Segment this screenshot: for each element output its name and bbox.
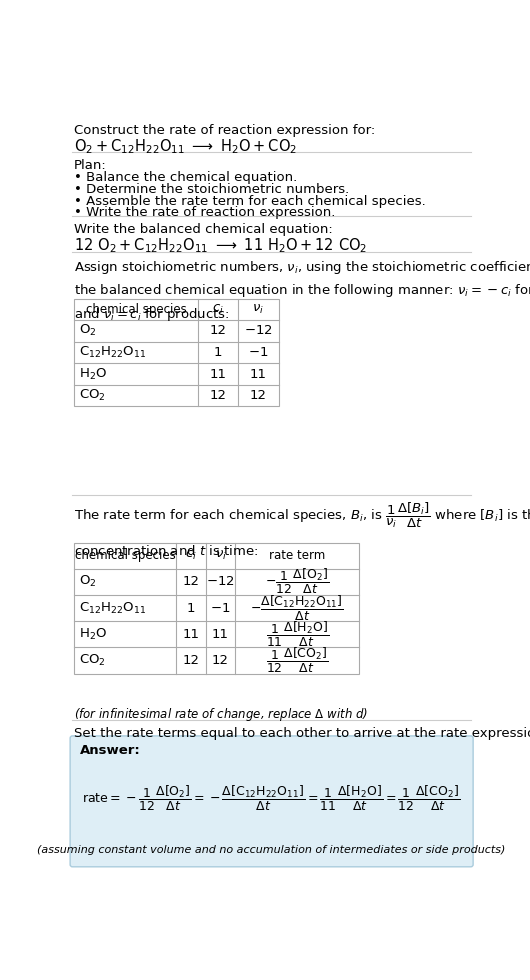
- Text: Assign stoichiometric numbers, $\nu_i$, using the stoichiometric coefficients, $: Assign stoichiometric numbers, $\nu_i$, …: [74, 259, 530, 322]
- Text: $\nu_i$: $\nu_i$: [215, 549, 226, 563]
- Text: • Determine the stoichiometric numbers.: • Determine the stoichiometric numbers.: [74, 183, 349, 196]
- Text: chemical species: chemical species: [86, 303, 187, 316]
- Text: 11: 11: [210, 368, 227, 380]
- Text: $\mathrm{C_{12}H_{22}O_{11}}$: $\mathrm{C_{12}H_{22}O_{11}}$: [78, 601, 146, 615]
- Text: 1: 1: [187, 602, 195, 614]
- Text: $-12$: $-12$: [206, 575, 235, 588]
- Text: $\mathrm{O_2}$: $\mathrm{O_2}$: [78, 574, 96, 589]
- Text: 11: 11: [250, 368, 267, 380]
- Bar: [74, 543, 359, 673]
- Text: $\mathrm{rate} = -\dfrac{1}{12}\dfrac{\Delta[\mathrm{O_2}]}{\Delta t} = -\dfrac{: $\mathrm{rate} = -\dfrac{1}{12}\dfrac{\D…: [83, 784, 461, 813]
- Text: The rate term for each chemical species, $B_i$, is $\dfrac{1}{\nu_i}\dfrac{\Delt: The rate term for each chemical species,…: [74, 501, 530, 558]
- Text: $\dfrac{1}{11}\dfrac{\Delta[\mathrm{H_2O}]}{\Delta t}$: $\dfrac{1}{11}\dfrac{\Delta[\mathrm{H_2O…: [266, 619, 329, 649]
- Text: Write the balanced chemical equation:: Write the balanced chemical equation:: [74, 223, 333, 236]
- Text: $-1$: $-1$: [210, 602, 231, 614]
- Text: $c_i$: $c_i$: [185, 549, 197, 563]
- Text: 12: 12: [182, 575, 199, 588]
- Text: 12: 12: [210, 324, 227, 337]
- Text: Plan:: Plan:: [74, 159, 107, 172]
- Text: $-\dfrac{1}{12}\dfrac{\Delta[\mathrm{O_2}]}{\Delta t}$: $-\dfrac{1}{12}\dfrac{\Delta[\mathrm{O_2…: [265, 567, 329, 597]
- Text: 11: 11: [182, 628, 199, 641]
- FancyBboxPatch shape: [70, 736, 473, 867]
- Text: Set the rate terms equal to each other to arrive at the rate expression:: Set the rate terms equal to each other t…: [74, 727, 530, 740]
- Text: $\mathrm{12\ O_2 + C_{12}H_{22}O_{11}\ \longrightarrow\ 11\ H_2O + 12\ CO_2}$: $\mathrm{12\ O_2 + C_{12}H_{22}O_{11}\ \…: [74, 236, 367, 255]
- Text: $\mathrm{O_2}$: $\mathrm{O_2}$: [78, 323, 96, 338]
- Text: 1: 1: [214, 346, 223, 359]
- Text: (assuming constant volume and no accumulation of intermediates or side products): (assuming constant volume and no accumul…: [38, 846, 506, 856]
- Text: • Assemble the rate term for each chemical species.: • Assemble the rate term for each chemic…: [74, 195, 426, 208]
- Text: 12: 12: [212, 654, 229, 667]
- Text: $\mathrm{O_2 + C_{12}H_{22}O_{11}\ \longrightarrow\ H_2O + CO_2}$: $\mathrm{O_2 + C_{12}H_{22}O_{11}\ \long…: [74, 137, 297, 156]
- Text: 12: 12: [210, 389, 227, 402]
- Text: $\mathrm{CO_2}$: $\mathrm{CO_2}$: [78, 653, 105, 668]
- Text: $\mathrm{C_{12}H_{22}O_{11}}$: $\mathrm{C_{12}H_{22}O_{11}}$: [78, 345, 146, 360]
- Text: $-12$: $-12$: [244, 324, 273, 337]
- Text: Construct the rate of reaction expression for:: Construct the rate of reaction expressio…: [74, 123, 375, 137]
- Text: 11: 11: [212, 628, 229, 641]
- Text: 12: 12: [182, 654, 199, 667]
- Text: • Write the rate of reaction expression.: • Write the rate of reaction expression.: [74, 206, 335, 220]
- Text: $\mathrm{H_2O}$: $\mathrm{H_2O}$: [78, 367, 107, 381]
- Text: $\dfrac{1}{12}\dfrac{\Delta[\mathrm{CO_2}]}{\Delta t}$: $\dfrac{1}{12}\dfrac{\Delta[\mathrm{CO_2…: [266, 646, 329, 675]
- Text: $\mathrm{CO_2}$: $\mathrm{CO_2}$: [78, 388, 105, 403]
- Text: (for infinitesimal rate of change, replace $\Delta$ with $d$): (for infinitesimal rate of change, repla…: [74, 706, 368, 723]
- Text: $-\dfrac{\Delta[\mathrm{C_{12}H_{22}O_{11}}]}{\Delta t}$: $-\dfrac{\Delta[\mathrm{C_{12}H_{22}O_{1…: [250, 594, 344, 622]
- Bar: [74, 299, 279, 407]
- Text: rate term: rate term: [269, 549, 325, 563]
- Text: $\mathrm{H_2O}$: $\mathrm{H_2O}$: [78, 627, 107, 642]
- Text: 12: 12: [250, 389, 267, 402]
- Text: chemical species: chemical species: [75, 549, 175, 563]
- Text: Answer:: Answer:: [80, 745, 141, 758]
- Text: • Balance the chemical equation.: • Balance the chemical equation.: [74, 172, 297, 184]
- Text: $-1$: $-1$: [248, 346, 269, 359]
- Text: $c_i$: $c_i$: [212, 303, 224, 316]
- Text: $\nu_i$: $\nu_i$: [252, 303, 264, 316]
